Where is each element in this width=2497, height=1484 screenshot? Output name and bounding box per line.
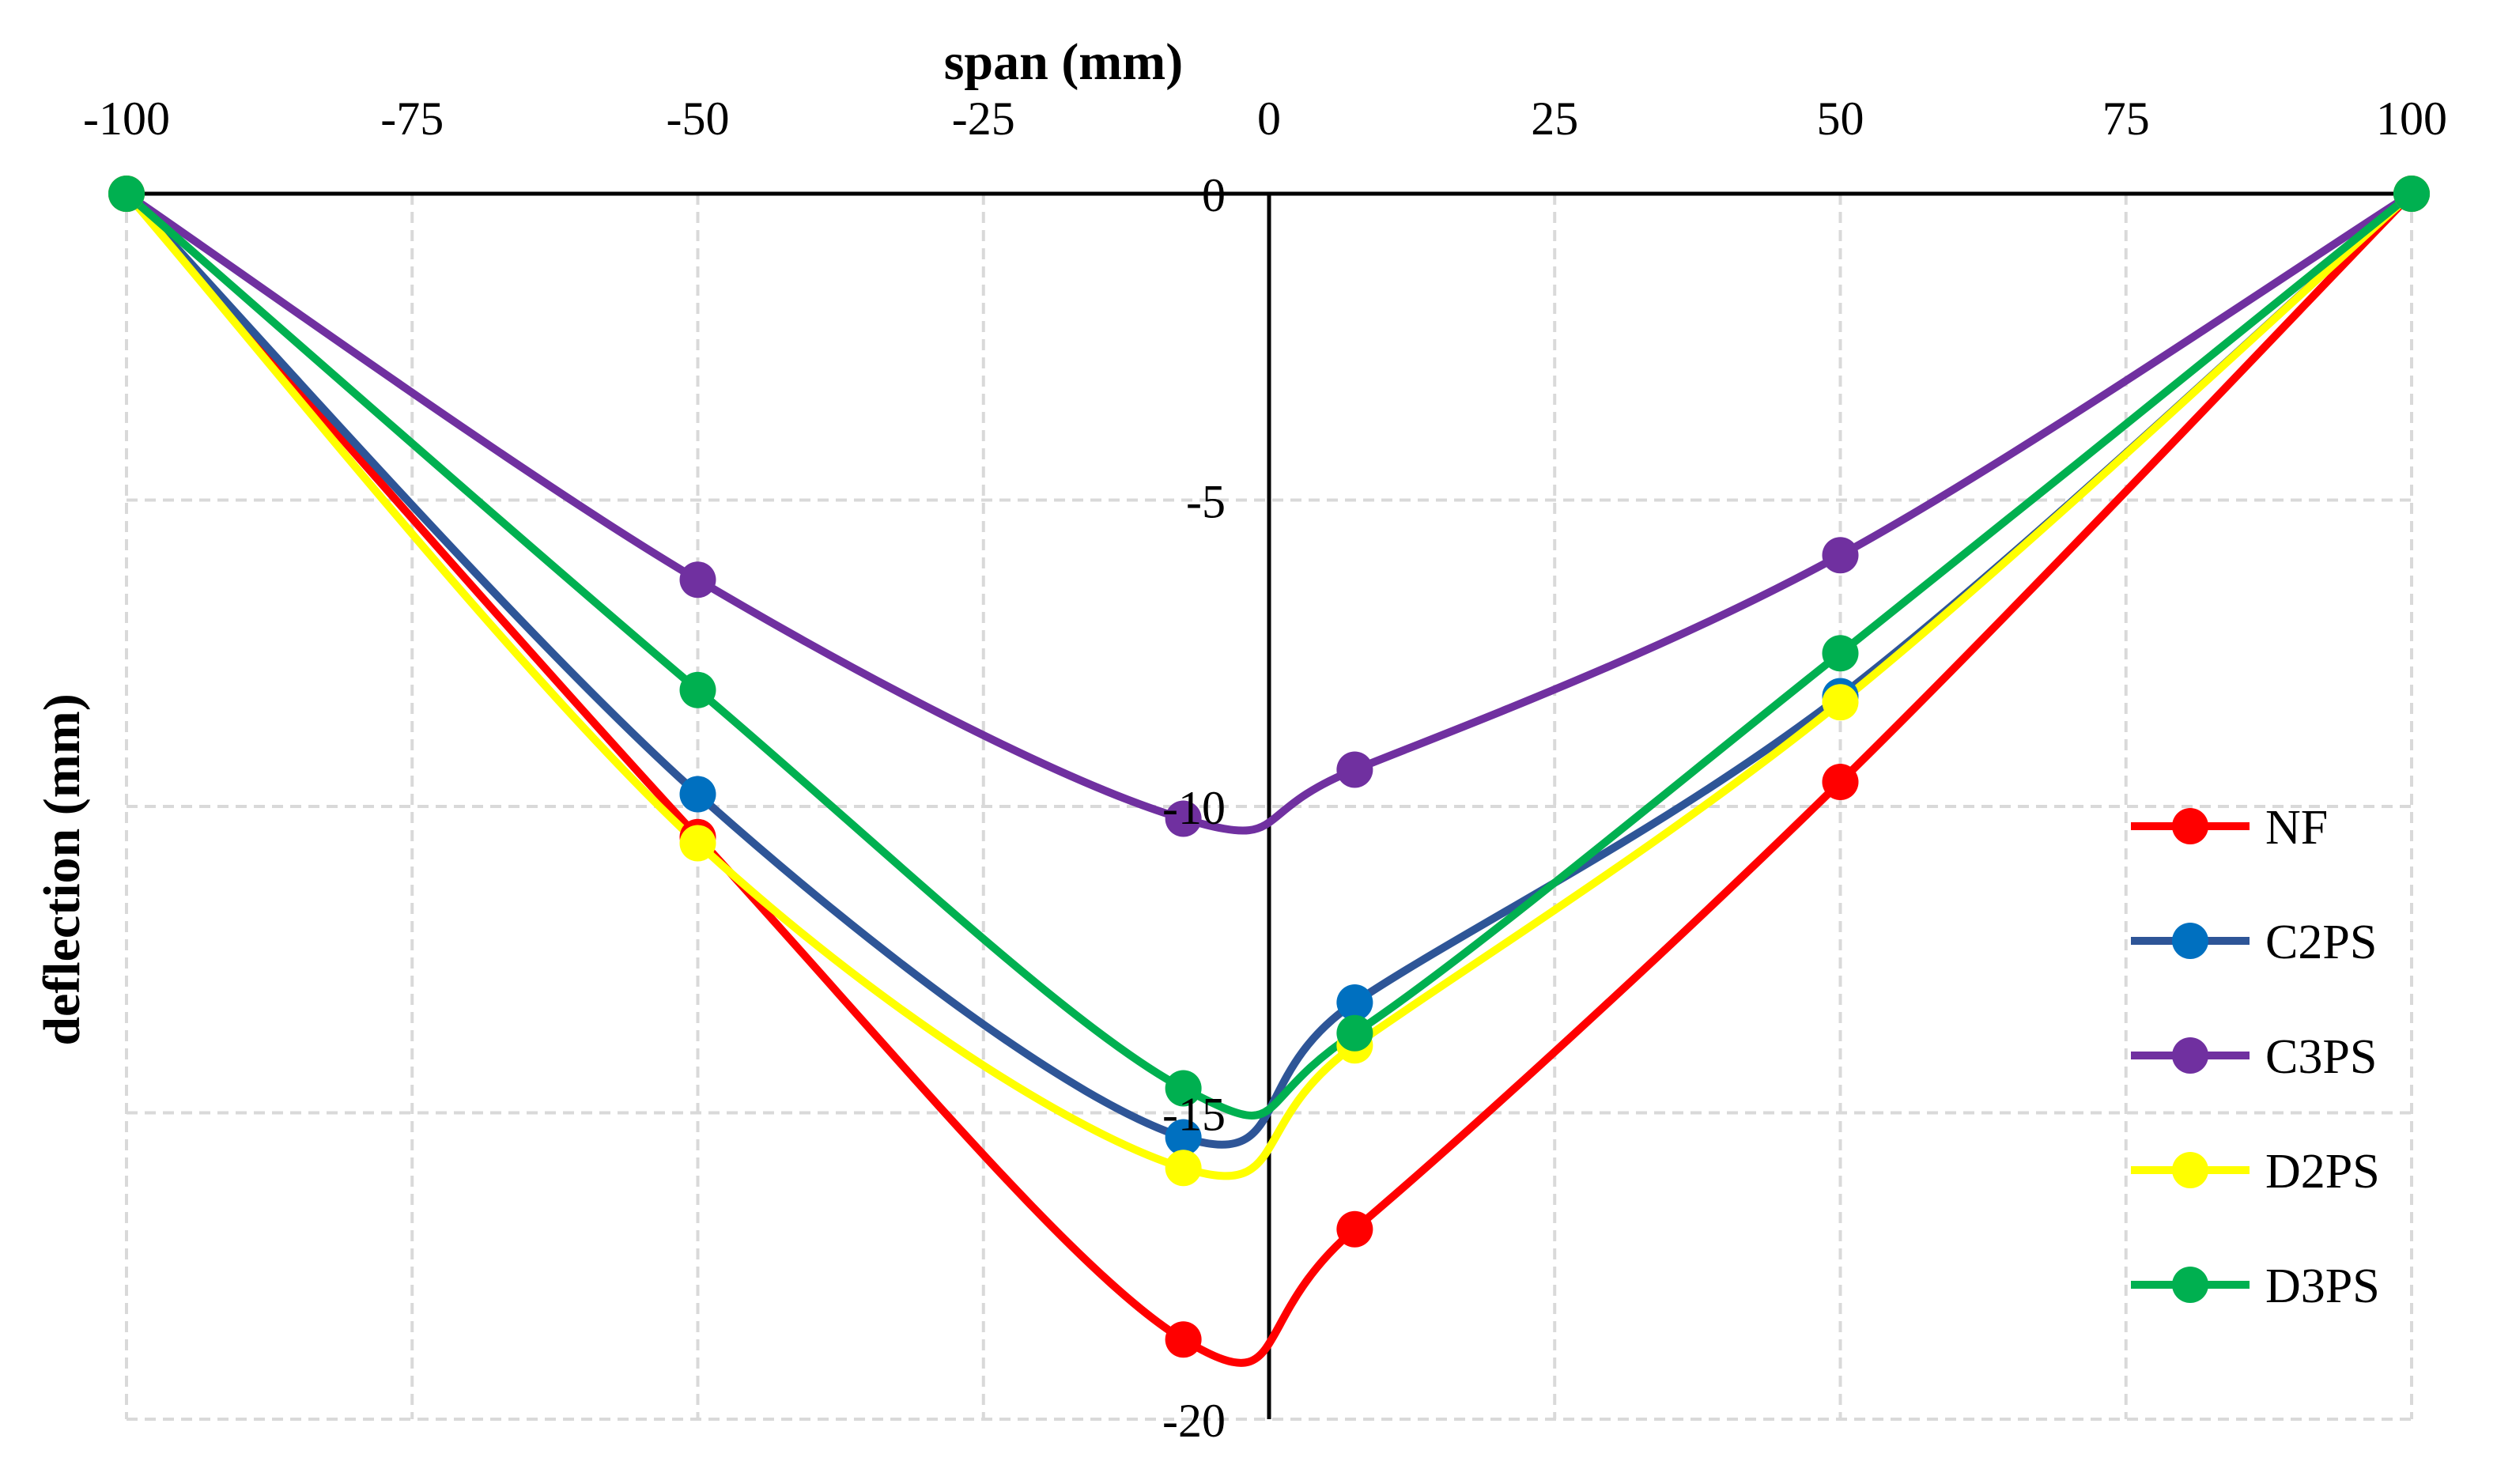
legend-label-c3ps: C3PS	[2265, 1030, 2377, 1084]
x-tick-label: 0	[1257, 93, 1281, 145]
tick-labels: -100 -75 -50 -25 0 25 50 75 100 0 -5 -10 -15 -20	[83, 93, 2447, 1447]
legend-marker-c2ps	[2172, 923, 2208, 959]
data-point-c3ps	[1165, 800, 1202, 837]
series-line-nf	[123, 190, 2416, 1367]
legend-marker-c3ps	[2172, 1037, 2208, 1074]
y-tick-label: -20	[1162, 1395, 1226, 1447]
data-point-d3ps	[108, 176, 145, 212]
x-tick-label: -50	[667, 93, 730, 145]
x-tick-label: -75	[380, 93, 444, 145]
axes	[127, 191, 2412, 1419]
data-point-d3ps	[2393, 176, 2430, 212]
legend-label-nf: NF	[2265, 801, 2328, 855]
legend-marker-d2ps	[2172, 1152, 2208, 1188]
x-tick-label: 50	[1817, 93, 1864, 145]
x-tick-label: -25	[952, 93, 1015, 145]
data-point-c2ps	[1336, 984, 1373, 1021]
data-point-d3ps	[1822, 635, 1859, 672]
series-markers	[108, 176, 2430, 1358]
data-point-nf	[1165, 1321, 1202, 1358]
x-axis-title: span (mm)	[944, 33, 1184, 91]
series-line-d2ps	[123, 190, 2416, 1180]
y-tick-label: 0	[1202, 169, 1226, 221]
data-point-d2ps	[1822, 684, 1859, 721]
legend-marker-nf	[2172, 808, 2208, 844]
x-tick-label: -100	[83, 93, 170, 145]
series-lines	[123, 190, 2416, 1367]
data-point-c2ps	[679, 776, 716, 813]
data-point-nf	[1336, 1210, 1373, 1248]
y-axis-title: deflection (mm)	[33, 693, 91, 1045]
legend-marker-d3ps	[2172, 1267, 2208, 1303]
data-point-d3ps	[1336, 1014, 1373, 1052]
data-point-nf	[1822, 764, 1859, 800]
legend-label-d2ps: D2PS	[2265, 1145, 2380, 1199]
data-point-c3ps	[679, 561, 716, 599]
x-tick-label: 100	[2376, 93, 2447, 145]
legend-label-d3ps: D3PS	[2265, 1259, 2380, 1313]
series-line-c3ps	[123, 190, 2416, 835]
data-point-d2ps	[679, 825, 716, 862]
y-tick-label: -10	[1162, 782, 1226, 834]
data-point-d3ps	[1165, 1070, 1202, 1107]
data-point-d2ps	[1165, 1150, 1202, 1187]
series-line-d3ps	[123, 190, 2416, 1120]
x-tick-label: 75	[2102, 93, 2150, 145]
data-point-c2ps	[1165, 1119, 1202, 1156]
y-tick-label: -5	[1186, 476, 1226, 528]
data-point-d3ps	[679, 671, 716, 708]
data-point-c3ps	[1336, 751, 1373, 788]
legend-label-c2ps: C2PS	[2265, 916, 2377, 969]
y-tick-label: -15	[1162, 1089, 1226, 1141]
legend: NF C2PS C3PS D2PS D3PS	[2131, 801, 2380, 1313]
x-tick-label: 25	[1531, 93, 1578, 145]
data-point-c3ps	[1822, 537, 1859, 574]
